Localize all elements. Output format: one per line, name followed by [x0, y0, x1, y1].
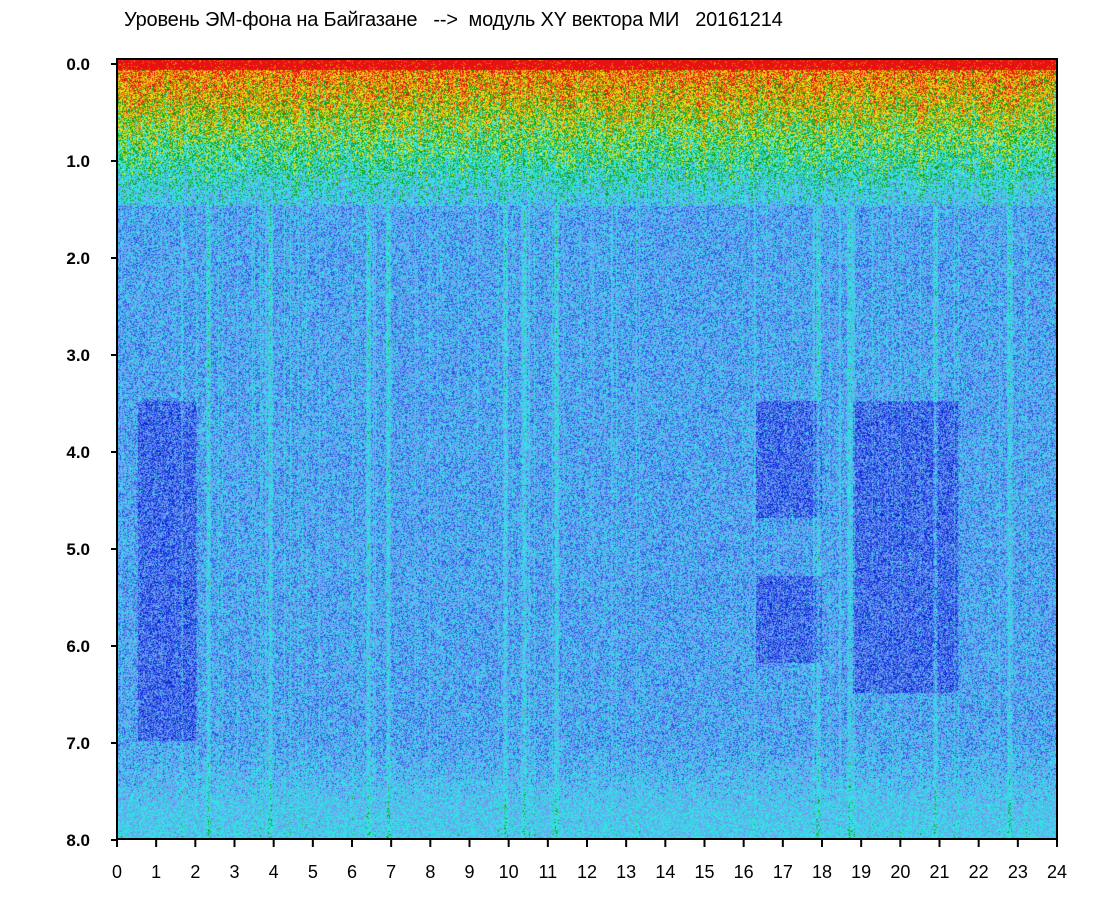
x-axis: 0 1 2 3 4 5 6 7 8 9 10 11 12 13 14 15 16 17 18 19 20 21 22 23 24: [112, 840, 1067, 882]
x-tick-label: 1: [151, 862, 161, 882]
y-tick-label: 6.0: [66, 637, 90, 656]
y-tick-label: 5.0: [66, 540, 90, 559]
x-tick-label: 17: [773, 862, 793, 882]
x-tick-label: 2: [190, 862, 200, 882]
x-tick-label: 21: [929, 862, 949, 882]
x-tick-label: 5: [308, 862, 318, 882]
chart-title: Уровень ЭМ-фона на Байгазане --> модуль …: [124, 9, 783, 31]
spectrogram-plot-area: [116, 58, 1058, 840]
y-tick-label: 2.0: [66, 249, 90, 268]
y-tick-label: 3.0: [66, 346, 90, 365]
y-tick-label: 4.0: [66, 443, 90, 462]
x-tick-label: 0: [112, 862, 122, 882]
x-tick-label: 13: [616, 862, 636, 882]
x-tick-label: 22: [969, 862, 989, 882]
x-tick-label: 16: [734, 862, 754, 882]
x-tick-label: 8: [425, 862, 435, 882]
x-tick-label: 15: [694, 862, 714, 882]
x-tick-label: 19: [851, 862, 871, 882]
spectrogram-heatmap: [118, 60, 1056, 838]
x-tick-label: 11: [538, 862, 557, 882]
y-tick-label: 8.0: [66, 831, 90, 850]
x-tick-label: 9: [464, 862, 474, 882]
x-tick-label: 10: [499, 862, 519, 882]
x-tick-label: 4: [269, 862, 279, 882]
y-tick-label: 1.0: [66, 152, 90, 171]
x-tick-label: 18: [812, 862, 832, 882]
x-tick-label: 6: [347, 862, 357, 882]
y-tick-label: 0.0: [66, 55, 90, 74]
x-tick-label: 7: [386, 862, 396, 882]
x-tick-label: 12: [577, 862, 597, 882]
y-axis: 0.0 1.0 2.0 3.0 4.0 5.0 6.0 7.0 8.0: [66, 55, 117, 850]
x-tick-label: 20: [890, 862, 910, 882]
x-tick-label: 23: [1008, 862, 1028, 882]
y-tick-label: 7.0: [66, 734, 90, 753]
x-tick-label: 14: [655, 862, 675, 882]
x-tick-label: 3: [229, 862, 239, 882]
x-tick-label: 24: [1047, 862, 1067, 882]
